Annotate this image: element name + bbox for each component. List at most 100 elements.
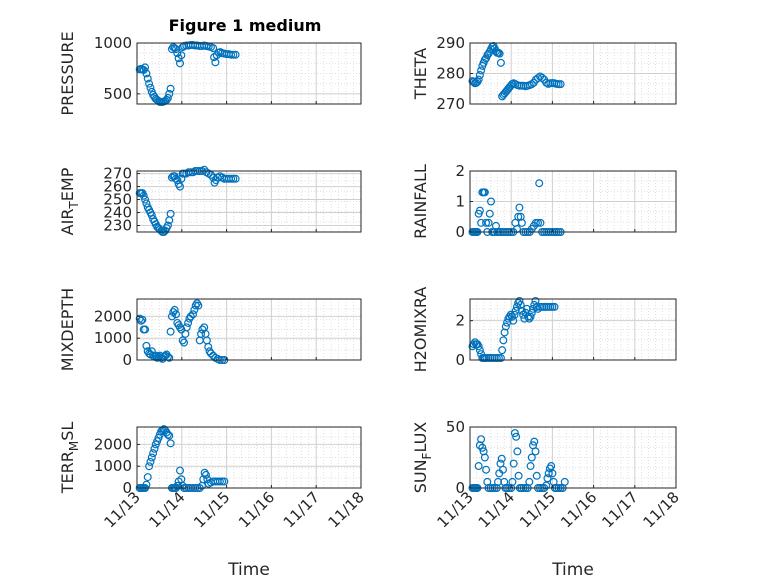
data-point xyxy=(180,338,189,347)
data-point xyxy=(475,346,484,355)
x-axis-label: Time xyxy=(227,560,270,580)
y-tick-label: 1000 xyxy=(94,457,132,475)
subplot-5: 0 2 H2OMIXRA xyxy=(411,287,677,372)
data-point xyxy=(522,304,531,313)
data-point xyxy=(535,179,544,188)
data-point xyxy=(497,454,506,463)
data-point xyxy=(530,437,539,446)
data-point xyxy=(204,342,213,351)
x-axis-label: Time xyxy=(551,560,594,580)
data-point xyxy=(508,312,517,321)
y-axis-label: AIRTEMP xyxy=(58,167,81,235)
axes-box xyxy=(136,42,362,105)
data-point xyxy=(206,349,215,358)
data-point xyxy=(499,336,508,345)
data-point xyxy=(142,199,151,208)
data-point xyxy=(139,191,148,200)
y-axis-label: TERRMSL xyxy=(58,422,81,495)
data-point xyxy=(511,306,520,315)
data-point xyxy=(514,471,523,480)
data-point xyxy=(510,429,519,438)
data-point xyxy=(163,430,172,439)
y-tick-label: 250 xyxy=(103,191,132,209)
x-tick-label: 11/15 xyxy=(190,488,233,531)
data-point xyxy=(482,465,491,474)
y-tick-label: 260 xyxy=(103,178,132,196)
data-point xyxy=(494,477,503,486)
data-point xyxy=(484,218,493,227)
data-point xyxy=(478,443,487,452)
x-tick-label: 11/18 xyxy=(325,488,368,531)
x-tick-label: 11/16 xyxy=(557,488,600,531)
data-point xyxy=(146,83,155,92)
data-point xyxy=(474,75,483,84)
data-point xyxy=(517,218,526,227)
x-tick-label: 11/17 xyxy=(280,488,323,531)
data-point xyxy=(477,435,486,444)
data-point xyxy=(147,211,156,220)
subplot-7: 05011/1311/1411/1511/1611/1711/18TimeSUN… xyxy=(411,418,683,580)
x-tick-label: 11/14 xyxy=(145,488,188,531)
data-point xyxy=(501,322,510,331)
data-point xyxy=(177,51,186,60)
data-point xyxy=(480,55,489,64)
data-point xyxy=(531,447,540,456)
data-point xyxy=(556,80,565,89)
data-point xyxy=(166,439,175,448)
data-point xyxy=(145,79,154,88)
data-point xyxy=(532,302,541,311)
data-point xyxy=(165,431,174,440)
data-point xyxy=(163,221,172,230)
data-point xyxy=(514,298,523,307)
data-point xyxy=(482,218,491,227)
y-tick-label: 2000 xyxy=(94,307,132,325)
data-point xyxy=(177,325,186,334)
subplot-1: 270 280 290 THETA xyxy=(411,34,677,113)
subplot-0: 500 1000 PRESSURE xyxy=(58,31,362,116)
y-tick-label: 0 xyxy=(455,223,465,241)
data-point xyxy=(527,453,536,462)
data-point xyxy=(519,310,528,319)
y-tick-label: 2 xyxy=(455,312,465,330)
axes-box xyxy=(469,298,677,361)
data-point xyxy=(165,353,174,362)
figure-title: Figure 1 medium xyxy=(169,16,322,35)
data-point xyxy=(516,300,525,309)
data-point xyxy=(189,310,198,319)
x-tick-label: 11/14 xyxy=(475,488,518,531)
data-point xyxy=(515,296,524,305)
data-point xyxy=(527,308,536,317)
data-point xyxy=(190,305,199,314)
data-point xyxy=(525,477,534,486)
data-point xyxy=(543,474,552,483)
data-point xyxy=(173,176,182,185)
data-point xyxy=(550,302,559,311)
data-point xyxy=(142,341,151,350)
y-tick-label: 0 xyxy=(455,479,465,497)
data-point xyxy=(544,469,553,478)
data-point xyxy=(141,195,150,204)
data-point xyxy=(176,59,185,68)
data-point xyxy=(477,66,486,75)
data-point xyxy=(526,312,535,321)
data-point xyxy=(141,325,150,334)
y-axis-label: RAINFALL xyxy=(411,164,430,239)
data-point xyxy=(496,58,505,67)
data-point xyxy=(480,453,489,462)
data-point xyxy=(495,49,504,58)
x-tick-label: 11/18 xyxy=(640,488,683,531)
y-tick-label: 0 xyxy=(455,351,465,369)
data-point xyxy=(231,50,240,59)
data-point xyxy=(477,218,486,227)
y-axis-label: PRESSURE xyxy=(58,31,77,115)
data-point xyxy=(167,312,176,321)
data-point xyxy=(532,471,541,480)
data-point xyxy=(150,444,159,453)
data-point xyxy=(513,447,522,456)
data-point xyxy=(494,48,503,57)
y-tick-label: 0 xyxy=(122,351,132,369)
data-point xyxy=(531,296,540,305)
